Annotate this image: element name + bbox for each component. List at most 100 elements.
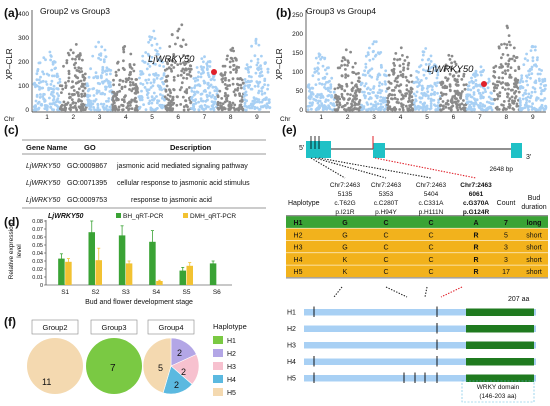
manhattan-point [349, 50, 352, 54]
manhattan-point [519, 103, 522, 107]
manhattan-point [376, 91, 380, 94]
manhattan-point [424, 69, 428, 73]
manhattan-point [263, 79, 267, 82]
manhattan-point [75, 55, 79, 58]
manhattan-point [196, 75, 200, 79]
manhattan-point [422, 50, 426, 54]
manhattan-point [500, 43, 503, 46]
manhattan-point [176, 63, 180, 66]
manhattan-point [368, 58, 372, 62]
manhattan-point [340, 64, 343, 67]
manhattan-point [499, 63, 503, 66]
manhattan-point [156, 106, 159, 110]
manhattan-point [319, 57, 322, 61]
manhattan-point [102, 60, 106, 64]
manhattan-point [58, 77, 62, 81]
manhattan-point [121, 108, 124, 112]
manhattan-point [440, 94, 444, 97]
panel-b-gene-label: LjWRKY50 [427, 64, 474, 75]
manhattan-point [404, 92, 407, 96]
manhattan-point [240, 86, 243, 90]
table-header-go: GO [84, 143, 96, 152]
manhattan-point [89, 67, 92, 71]
chromosome-label: 4 [124, 114, 128, 121]
manhattan-point [165, 84, 169, 88]
manhattan-point [369, 96, 372, 99]
manhattan-point [384, 90, 388, 93]
pie-slice [86, 338, 142, 394]
manhattan-point [206, 98, 209, 102]
pie-slice [142, 337, 172, 394]
manhattan-point [168, 88, 171, 91]
manhattan-point [263, 91, 267, 95]
manhattan-point [412, 92, 416, 96]
manhattan-point [342, 97, 346, 100]
manhattan-point [87, 75, 91, 79]
manhattan-point [459, 95, 462, 99]
manhattan-point [394, 52, 398, 55]
ytick-label: 0.06 [32, 235, 43, 241]
manhattan-point [156, 99, 159, 102]
manhattan-point [308, 101, 312, 105]
pie-count-label: 2 [174, 380, 179, 390]
manhattan-point [391, 107, 395, 111]
manhattan-point [399, 102, 403, 105]
manhattan-point [441, 107, 445, 111]
manhattan-point [329, 86, 333, 90]
manhattan-point [71, 80, 74, 84]
manhattan-point [470, 76, 473, 80]
exon-2 [373, 143, 385, 158]
group-label: Group2 [42, 323, 67, 332]
manhattan-point [401, 75, 405, 79]
manhattan-point [479, 73, 483, 77]
manhattan-point [71, 51, 75, 55]
manhattan-point [151, 84, 155, 88]
manhattan-point [174, 42, 177, 46]
manhattan-point [235, 65, 239, 69]
manhattan-point [379, 102, 383, 106]
manhattan-point [153, 108, 156, 112]
manhattan-point [94, 75, 98, 78]
manhattan-point [376, 108, 380, 111]
manhattan-point [239, 77, 242, 80]
manhattan-point [50, 68, 54, 72]
manhattan-point [420, 86, 424, 90]
manhattan-point [246, 68, 250, 72]
manhattan-point [317, 99, 321, 103]
panel-a-ytick: 400 [18, 11, 29, 18]
legend-swatch-dmh [183, 213, 188, 218]
chromosome-label: 8 [504, 114, 508, 121]
manhattan-point [349, 93, 352, 96]
manhattan-point [538, 68, 541, 71]
haplotype-allele: C [428, 232, 433, 239]
manhattan-point [238, 94, 242, 97]
manhattan-point [97, 108, 101, 112]
manhattan-point [41, 70, 44, 74]
count-header: Count [497, 200, 516, 207]
manhattan-point [533, 90, 537, 94]
manhattan-point [180, 86, 183, 89]
manhattan-point [211, 85, 215, 89]
panel-a-manhattan-points [32, 23, 272, 112]
manhattan-point [514, 83, 518, 86]
manhattan-point [344, 48, 348, 52]
manhattan-point [491, 82, 495, 86]
variant-position: 5135 [338, 191, 353, 198]
manhattan-point [89, 101, 93, 105]
manhattan-point [331, 108, 334, 112]
manhattan-point [199, 72, 203, 76]
manhattan-point [429, 54, 433, 58]
manhattan-point [407, 80, 411, 84]
manhattan-point [407, 96, 411, 100]
manhattan-point [241, 107, 245, 111]
manhattan-point [138, 76, 141, 80]
haplotype-count: 17 [502, 269, 510, 276]
manhattan-point [427, 57, 431, 61]
variant-locus: Chr7:2463 [371, 182, 402, 189]
manhattan-point [508, 75, 511, 79]
haplotype-row-bg [286, 265, 548, 278]
haplotype-allele: R [473, 257, 478, 264]
wrky-domain-label: WRKY domain [477, 384, 520, 391]
manhattan-point [386, 103, 389, 107]
manhattan-point [157, 58, 161, 62]
